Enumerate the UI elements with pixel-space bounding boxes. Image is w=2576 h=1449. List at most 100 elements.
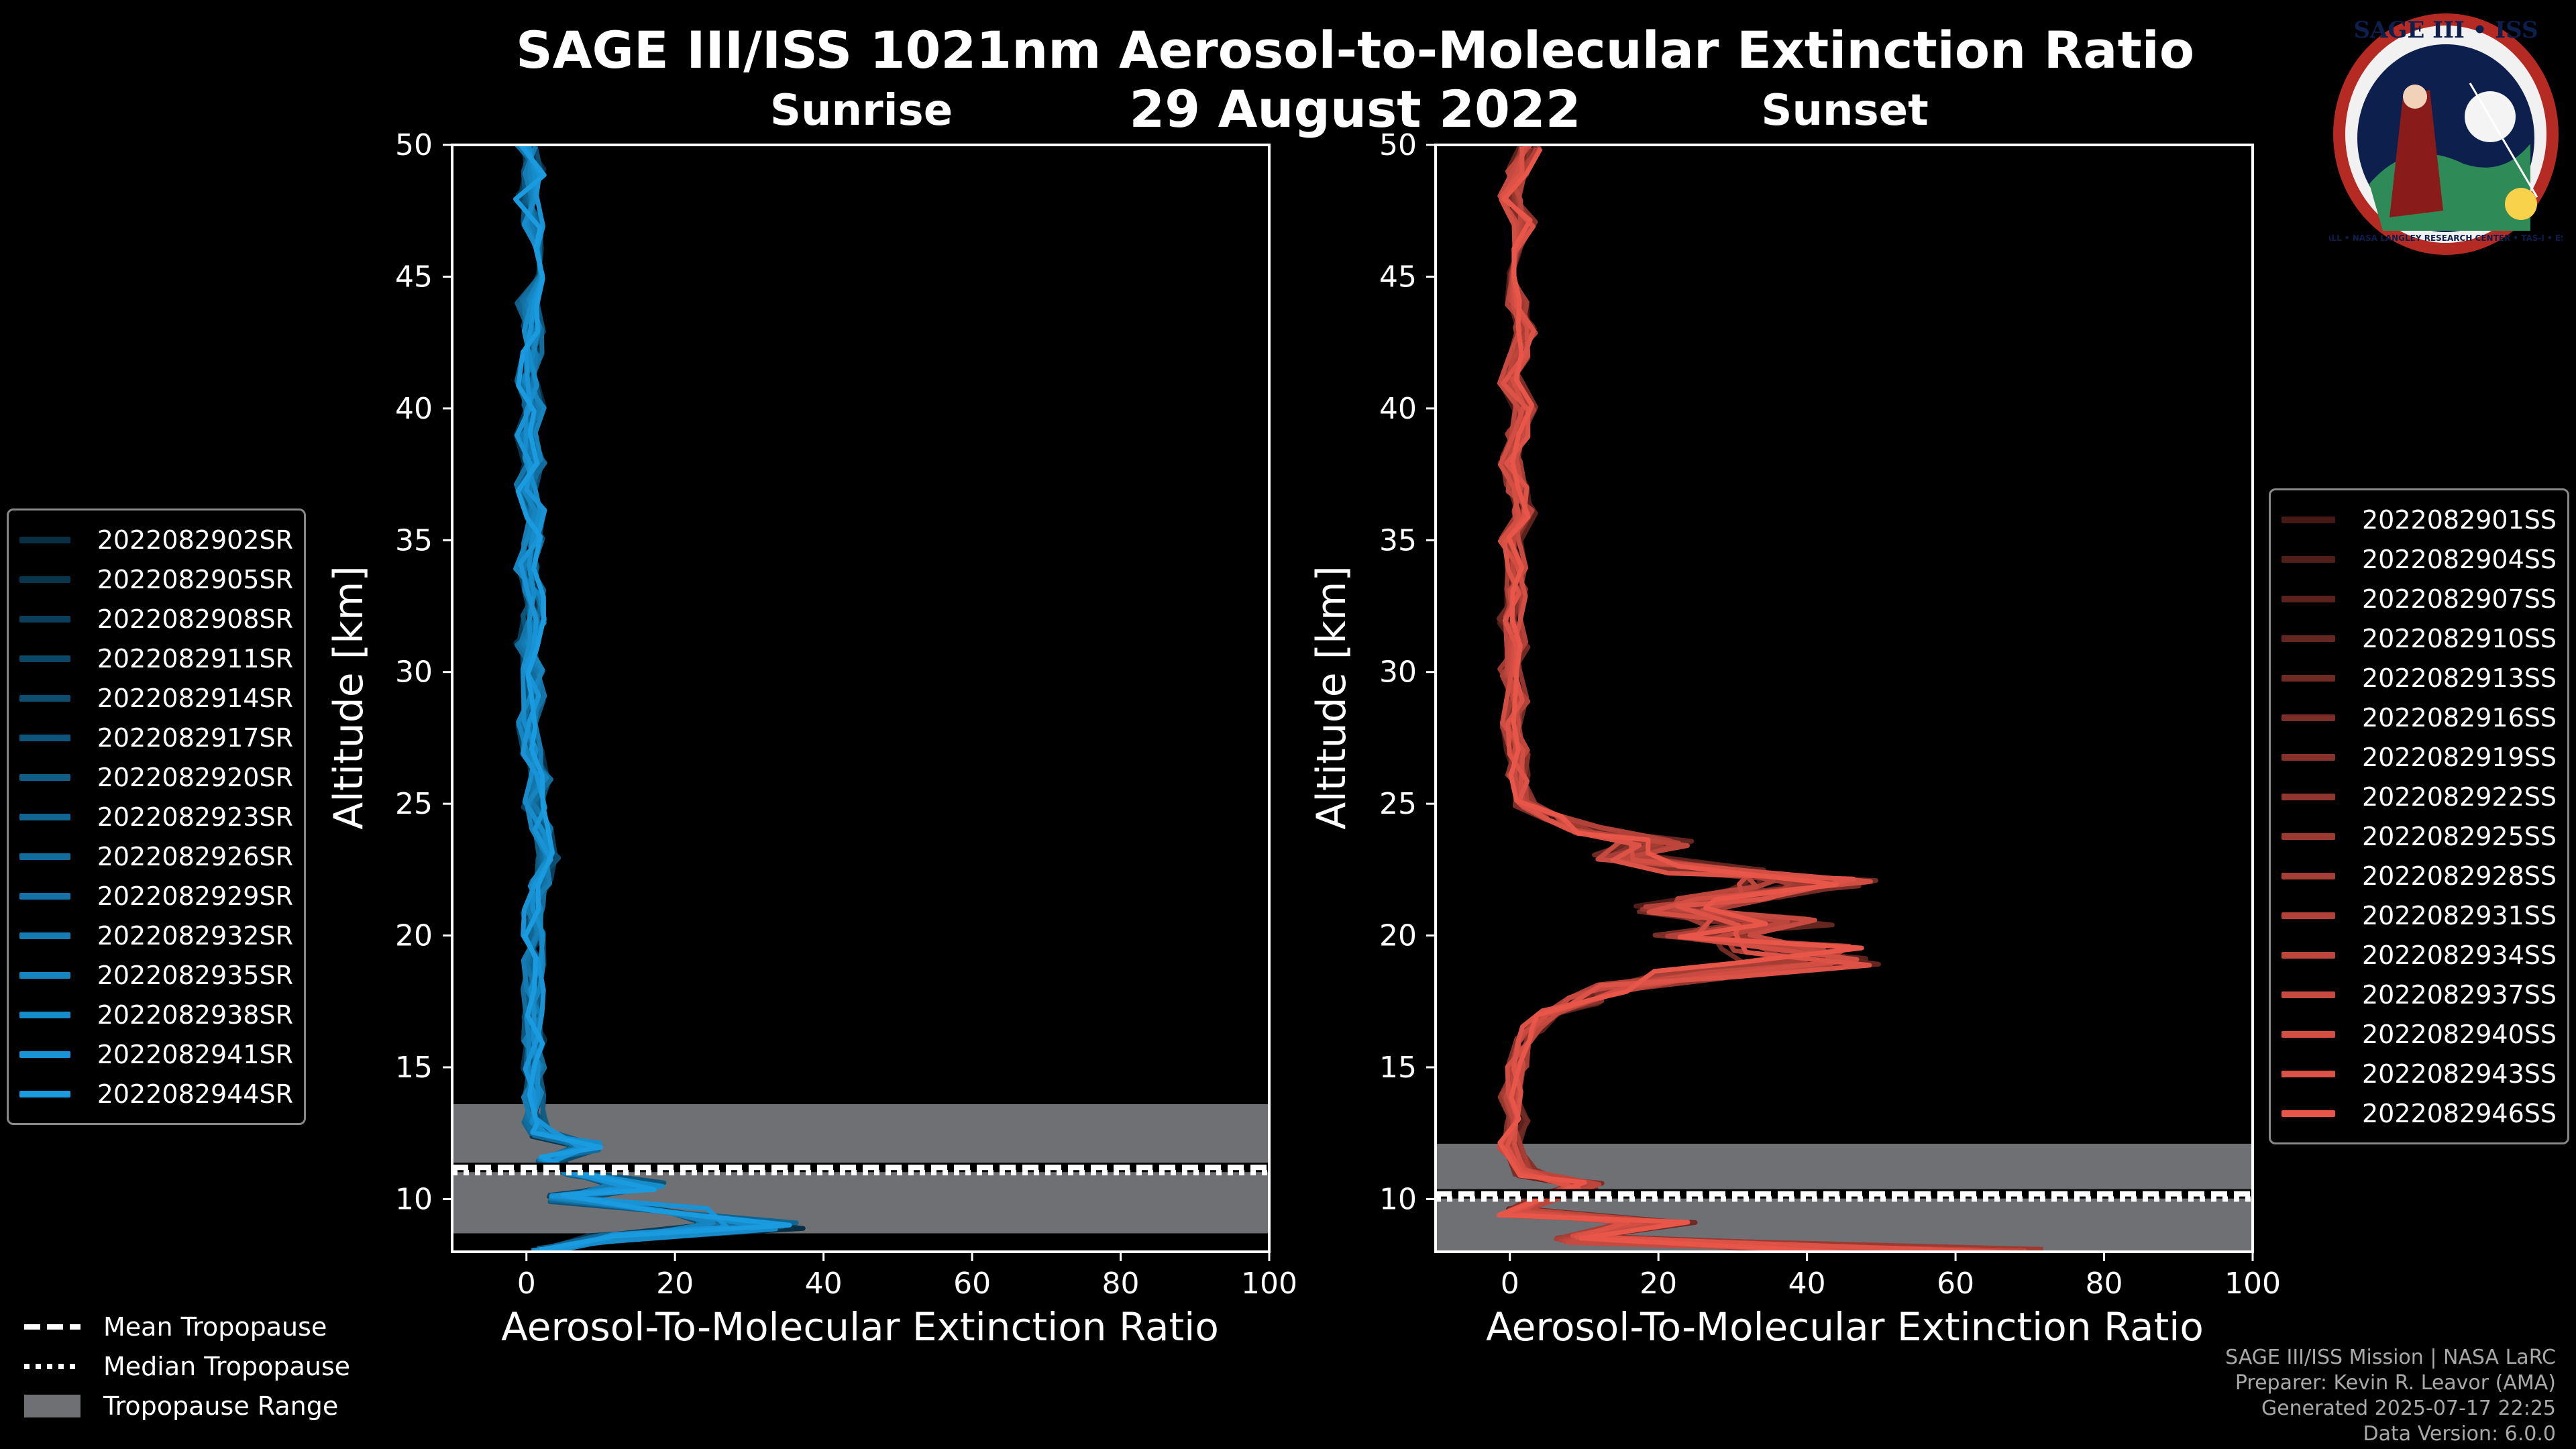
legend-swatch <box>19 576 70 583</box>
x-tick-label: 0 <box>517 1267 536 1301</box>
legend-label: 2022082937SS <box>2361 979 2557 1010</box>
y-tick-label: 15 <box>1379 1051 1417 1085</box>
sunrise-panel: 0 20 40 60 80 100 10 15 20 25 30 35 40 45 50 <box>395 128 1297 1301</box>
legend-swatch <box>2282 1070 2335 1077</box>
legend-swatch <box>19 932 70 939</box>
legend-swatch <box>19 536 70 543</box>
legend-item: 2022082908SR <box>19 599 293 639</box>
legend-label: 2022082938SR <box>97 1000 293 1030</box>
legend-item: 2022082938SR <box>19 995 293 1034</box>
legend-swatch <box>2282 714 2335 721</box>
legend-label: 2022082943SS <box>2361 1059 2557 1089</box>
credit-generated: Generated 2025-07-17 22:25 <box>2261 1397 2556 1420</box>
legend-swatch <box>2282 1030 2335 1038</box>
legend-label: 2022082901SS <box>2361 504 2557 535</box>
legend-swatch <box>19 773 70 781</box>
legend-swatch <box>2282 912 2335 919</box>
legend-label: 2022082926SR <box>97 841 293 871</box>
legend-item: 2022082917SR <box>19 718 293 757</box>
legend-swatch <box>2282 595 2335 602</box>
plot-area <box>452 145 1269 1252</box>
sunset-panel: 0 20 40 60 80 100 10 15 20 25 30 35 40 45 50 <box>1379 128 2281 1301</box>
legend-swatch <box>19 1011 70 1018</box>
y-tick-label: 40 <box>1379 392 1417 426</box>
y-tick-label: 10 <box>1379 1182 1417 1216</box>
legend-label: 2022082919SS <box>2361 742 2557 772</box>
legend-item: 2022082943SS <box>2282 1054 2557 1093</box>
x-tick-label: 40 <box>805 1267 843 1301</box>
sunset-ylabel: Altitude [km] <box>1308 566 1355 830</box>
legend-label: 2022082908SR <box>97 604 293 634</box>
legend-mean-tropopause: Mean Tropopause <box>24 1307 350 1346</box>
y-tick-label: 20 <box>395 919 433 953</box>
legend-swatch <box>2282 555 2335 563</box>
sage-iii-logo-icon: SAGE III • ISS BALL • NASA LANGLEY RESEA… <box>2329 13 2563 255</box>
legend-range-label: Tropopause Range <box>103 1391 339 1421</box>
y-tick-label: 10 <box>395 1182 433 1216</box>
plot-frame <box>451 144 1271 1253</box>
x-tick-label: 100 <box>1241 1267 1297 1301</box>
sunrise-panel-title: Sunrise <box>769 86 953 136</box>
series-group <box>1496 145 2043 1252</box>
legend-item: 2022082907SS <box>2282 579 2557 619</box>
x-tick-label: 100 <box>2224 1267 2281 1301</box>
legend-item: 2022082935SR <box>19 955 293 995</box>
legend-label: 2022082941SR <box>97 1039 293 1069</box>
chart-subtitle: 29 August 2022 <box>1129 79 1581 139</box>
x-tick-label: 0 <box>1501 1267 1519 1301</box>
dashed-line-icon <box>24 1324 80 1330</box>
legend-swatch <box>2282 991 2335 998</box>
y-tick-label: 30 <box>395 655 433 690</box>
legend-item: 2022082902SR <box>19 520 293 559</box>
y-tick-label: 35 <box>395 523 433 557</box>
legend-swatch <box>2282 872 2335 879</box>
legend-item: 2022082937SS <box>2282 975 2557 1014</box>
chart-title: SAGE III/ISS 1021nm Aerosol-to-Molecular… <box>515 20 2195 80</box>
legend-tropopause-range: Tropopause Range <box>24 1386 350 1426</box>
legend-label: 2022082911SR <box>97 643 293 674</box>
legend-label: 2022082922SS <box>2361 782 2557 812</box>
y-tick-label: 45 <box>395 260 433 294</box>
credit-version: Data Version: 6.0.0 <box>2363 1422 2556 1446</box>
legend-swatch <box>2282 516 2335 523</box>
legend-item: 2022082901SS <box>2282 500 2557 539</box>
legend-swatch <box>19 892 70 900</box>
sunset-legend: 2022082901SS 2022082904SS 2022082907SS 2022… <box>2269 488 2569 1144</box>
legend-swatch <box>19 853 70 860</box>
legend-label: 2022082944SR <box>97 1079 293 1109</box>
legend-label: 2022082929SR <box>97 881 293 911</box>
sunrise-legend: 2022082902SR 2022082905SR 2022082908SR 2022… <box>7 508 306 1125</box>
legend-item: 2022082913SS <box>2282 658 2557 698</box>
legend-swatch <box>19 971 70 979</box>
sunset-xlabel: Aerosol-To-Molecular Extinction Ratio <box>1486 1304 2204 1350</box>
legend-label: 2022082905SR <box>97 564 293 594</box>
legend-label: 2022082931SS <box>2361 900 2557 930</box>
y-tick-label: 50 <box>395 128 433 162</box>
legend-label: 2022082913SS <box>2361 663 2557 693</box>
sunrise-xlabel: Aerosol-To-Molecular Extinction Ratio <box>501 1304 1219 1350</box>
legend-label: 2022082917SR <box>97 722 293 753</box>
legend-label: 2022082923SR <box>97 802 293 832</box>
dotted-line-icon <box>24 1363 80 1369</box>
legend-swatch <box>19 1051 70 1058</box>
credits-block: SAGE III/ISS Mission | NASA LaRC Prepare… <box>2225 1345 2556 1447</box>
legend-label: 2022082920SR <box>97 762 293 792</box>
legend-item: 2022082914SR <box>19 678 293 718</box>
legend-item: 2022082931SS <box>2282 896 2557 935</box>
legend-swatch <box>19 1090 70 1097</box>
legend-item: 2022082923SR <box>19 797 293 837</box>
legend-item: 2022082929SR <box>19 876 293 916</box>
legend-item: 2022082920SR <box>19 757 293 797</box>
legend-item: 2022082922SS <box>2282 777 2557 816</box>
legend-label: 2022082925SS <box>2361 821 2557 851</box>
x-tick-label: 80 <box>2086 1267 2123 1301</box>
legend-item: 2022082919SS <box>2282 737 2557 777</box>
y-tick-label: 40 <box>395 392 433 426</box>
legend-swatch <box>2282 793 2335 800</box>
legend-item: 2022082925SS <box>2282 816 2557 856</box>
series-line-2022082946SS <box>1496 147 1864 1252</box>
x-tick-label: 20 <box>1640 1267 1677 1301</box>
legend-mean-label: Mean Tropopause <box>103 1311 327 1342</box>
legend-item: 2022082932SR <box>19 916 293 955</box>
